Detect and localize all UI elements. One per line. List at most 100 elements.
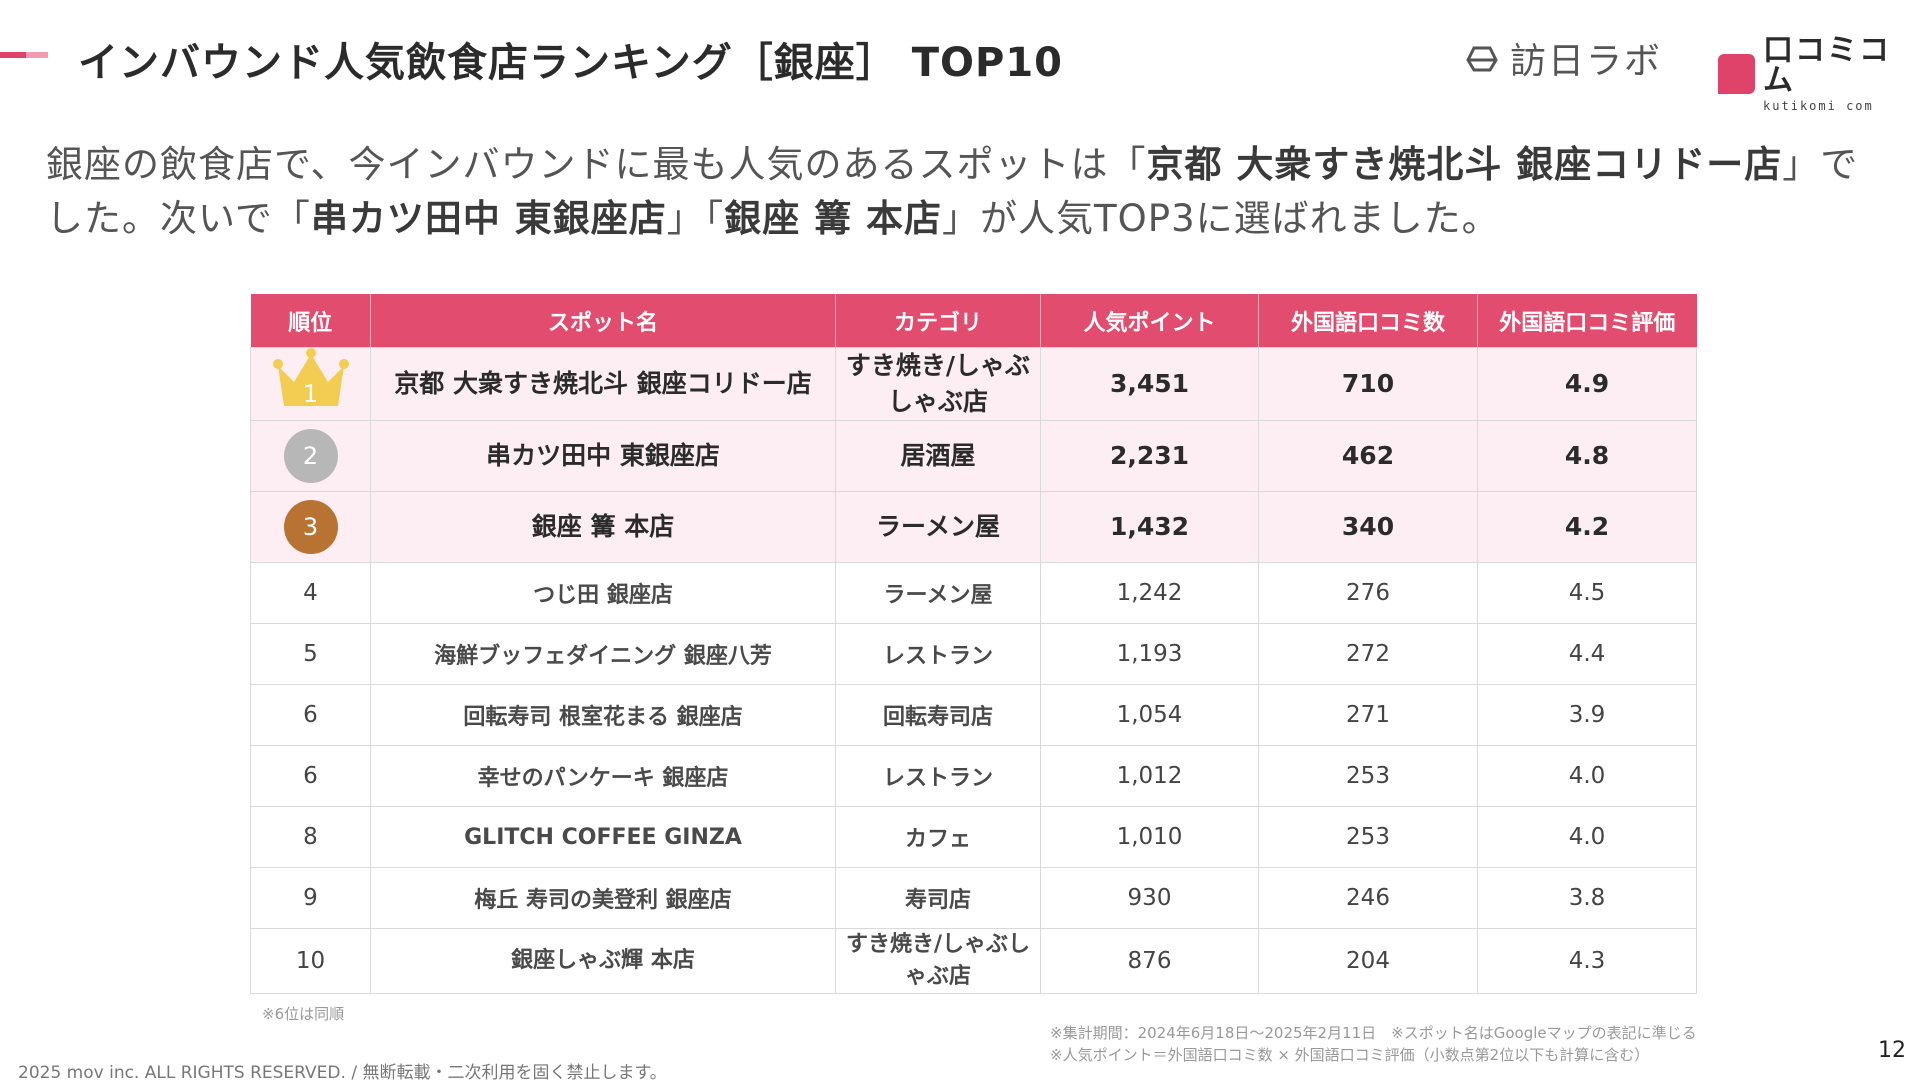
table-row: 6 幸せのパンケーキ 銀座店 レストラン 1,012 253 4.0: [250, 745, 1697, 807]
review-rating-cell: 4.2: [1477, 491, 1697, 563]
table-row: 6 回転寿司 根室花まる 銀座店 回転寿司店 1,054 271 3.9: [250, 684, 1697, 746]
lead-bold-1: 京都 大衆すき焼北斗 銀座コリドー店: [1146, 143, 1783, 186]
rank-cell: 5: [250, 623, 371, 685]
spot-name-cell: 銀座 篝 本店: [370, 491, 836, 563]
header-spot-name: スポット名: [370, 294, 836, 348]
review-count-cell: 276: [1258, 562, 1478, 624]
lead-text-4: 」が人気TOP3に選ばれました。: [942, 197, 1500, 240]
header-popularity-points: 人気ポイント: [1040, 294, 1259, 348]
houjin-lab-logo-text: 訪日ラボ: [1510, 41, 1663, 82]
table-row: 8 GLITCH COFFEE GINZA カフェ 1,010 253 4.0: [250, 806, 1697, 868]
category-cell: 寿司店: [835, 867, 1041, 929]
tie-note: ※6位は同順: [262, 1005, 345, 1023]
spot-name-cell: GLITCH COFFEE GINZA: [370, 806, 836, 868]
review-rating-cell: 4.8: [1477, 420, 1697, 492]
spot-name-cell: 回転寿司 根室花まる 銀座店: [370, 684, 836, 746]
lead-text-2: 」でした。次いで「: [46, 143, 1859, 240]
spot-name-cell: 海鮮ブッフェダイニング 銀座八芳: [370, 623, 836, 685]
review-rating-cell: 3.9: [1477, 684, 1697, 746]
review-rating-cell: 4.4: [1477, 623, 1697, 685]
points-cell: 3,451: [1040, 347, 1259, 421]
page-title: インバウンド人気飲食店ランキング［銀座］ TOP10: [78, 40, 1063, 86]
lead-bold-2: 串カツ田中 東銀座店: [310, 197, 667, 240]
review-rating-cell: 4.5: [1477, 562, 1697, 624]
review-count-cell: 253: [1258, 745, 1478, 807]
lead-paragraph: 銀座の飲食店で、今インバウンドに最も人気のあるスポットは「京都 大衆すき焼北斗 …: [46, 138, 1886, 246]
rank-cell: 8: [250, 806, 371, 868]
review-rating-cell: 4.0: [1477, 745, 1697, 807]
spot-name-cell: 幸せのパンケーキ 銀座店: [370, 745, 836, 807]
houjin-lab-logo-icon: [1466, 46, 1498, 72]
points-cell: 930: [1040, 867, 1259, 929]
review-count-cell: 271: [1258, 684, 1478, 746]
rank-cell: 4: [250, 562, 371, 624]
rank-cell: 2: [250, 420, 371, 492]
points-cell: 1,432: [1040, 491, 1259, 563]
header-rank: 順位: [250, 294, 371, 348]
review-rating-cell: 4.3: [1477, 928, 1697, 994]
kuchikomi-logo-icon: [1718, 54, 1756, 94]
rank-number: 1: [302, 380, 319, 408]
rank-cell: 6: [250, 745, 371, 807]
rank-cell: 9: [250, 867, 371, 929]
header-category: カテゴリ: [835, 294, 1041, 348]
category-cell: ラーメン屋: [835, 491, 1041, 563]
review-count-cell: 272: [1258, 623, 1478, 685]
points-cell: 1,193: [1040, 623, 1259, 685]
category-cell: レストラン: [835, 745, 1041, 807]
review-rating-cell: 4.9: [1477, 347, 1697, 421]
lead-text-3: 」「: [666, 197, 725, 240]
review-count-cell: 253: [1258, 806, 1478, 868]
review-count-cell: 204: [1258, 928, 1478, 994]
accent-bar: [0, 52, 48, 58]
table-row: 10 銀座しゃぶ輝 本店 すき焼き/しゃぶしゃぶ店 876 204 4.3: [250, 928, 1697, 994]
spot-name-cell: 串カツ田中 東銀座店: [370, 420, 836, 492]
table-row: 2 串カツ田中 東銀座店 居酒屋 2,231 462 4.8: [250, 420, 1697, 492]
review-count-cell: 710: [1258, 347, 1478, 421]
lead-bold-3: 銀座 篝 本店: [724, 197, 943, 240]
spot-name-cell: 梅丘 寿司の美登利 銀座店: [370, 867, 836, 929]
table-row: 4 つじ田 銀座店 ラーメン屋 1,242 276 4.5: [250, 562, 1697, 624]
rank-cell: 3: [250, 491, 371, 563]
review-count-cell: 462: [1258, 420, 1478, 492]
period-note: ※集計期間：2024年6月18日〜2025年2月11日 ※スポット名はGoogl…: [1050, 1024, 1697, 1042]
review-count-cell: 246: [1258, 867, 1478, 929]
header-review-rating: 外国語口コミ評価: [1477, 294, 1697, 348]
rank-cell: 6: [250, 684, 371, 746]
table-header-row: 順位 スポット名 カテゴリ 人気ポイント 外国語口コミ数 外国語口コミ評価: [250, 294, 1697, 348]
rank-cell: 10: [250, 928, 371, 994]
points-cell: 1,242: [1040, 562, 1259, 624]
kuchikomi-logo-subtext: kutikomi com: [1763, 99, 1874, 113]
bronze-medal-icon: 3: [283, 500, 338, 554]
category-cell: ラーメン屋: [835, 562, 1041, 624]
category-cell: すき焼き/しゃぶしゃぶ店: [835, 928, 1041, 994]
points-cell: 1,054: [1040, 684, 1259, 746]
category-cell: カフェ: [835, 806, 1041, 868]
review-count-cell: 340: [1258, 491, 1478, 563]
formula-note: ※人気ポイント＝外国語口コミ数 × 外国語口コミ評価（小数点第2位以下も計算に含…: [1050, 1046, 1650, 1064]
ranking-table: 順位 スポット名 カテゴリ 人気ポイント 外国語口コミ数 外国語口コミ評価 1: [250, 294, 1697, 994]
spot-name-cell: 銀座しゃぶ輝 本店: [370, 928, 836, 994]
table-row: 5 海鮮ブッフェダイニング 銀座八芳 レストラン 1,193 272 4.4: [250, 623, 1697, 685]
page-number: 12: [1878, 1038, 1906, 1063]
kuchikomi-logo: 口コミコム kutikomi com: [1718, 36, 1919, 112]
category-cell: すき焼き/しゃぶしゃぶ店: [835, 347, 1041, 421]
kuchikomi-logo-text: 口コミコム: [1763, 33, 1892, 98]
review-rating-cell: 4.0: [1477, 806, 1697, 868]
lead-text-1: 銀座の飲食店で、今インバウンドに最も人気のあるスポットは「: [46, 143, 1147, 186]
silver-medal-icon: 2: [283, 429, 338, 483]
crown-icon: 1: [272, 348, 350, 410]
review-rating-cell: 3.8: [1477, 867, 1697, 929]
footnotes: ※集計期間：2024年6月18日〜2025年2月11日 ※スポット名はGoogl…: [1050, 1022, 1697, 1066]
category-cell: 回転寿司店: [835, 684, 1041, 746]
spot-name-cell: つじ田 銀座店: [370, 562, 836, 624]
header-review-count: 外国語口コミ数: [1258, 294, 1478, 348]
category-cell: レストラン: [835, 623, 1041, 685]
table-row: 9 梅丘 寿司の美登利 銀座店 寿司店 930 246 3.8: [250, 867, 1697, 929]
spot-name-cell: 京都 大衆すき焼北斗 銀座コリドー店: [370, 347, 836, 421]
points-cell: 1,012: [1040, 745, 1259, 807]
points-cell: 876: [1040, 928, 1259, 994]
points-cell: 1,010: [1040, 806, 1259, 868]
table-row: 1 京都 大衆すき焼北斗 銀座コリドー店 すき焼き/しゃぶしゃぶ店 3,451 …: [250, 347, 1697, 421]
copyright: 2025 mov inc. ALL RIGHTS RESERVED. / 無断転…: [18, 1063, 667, 1083]
